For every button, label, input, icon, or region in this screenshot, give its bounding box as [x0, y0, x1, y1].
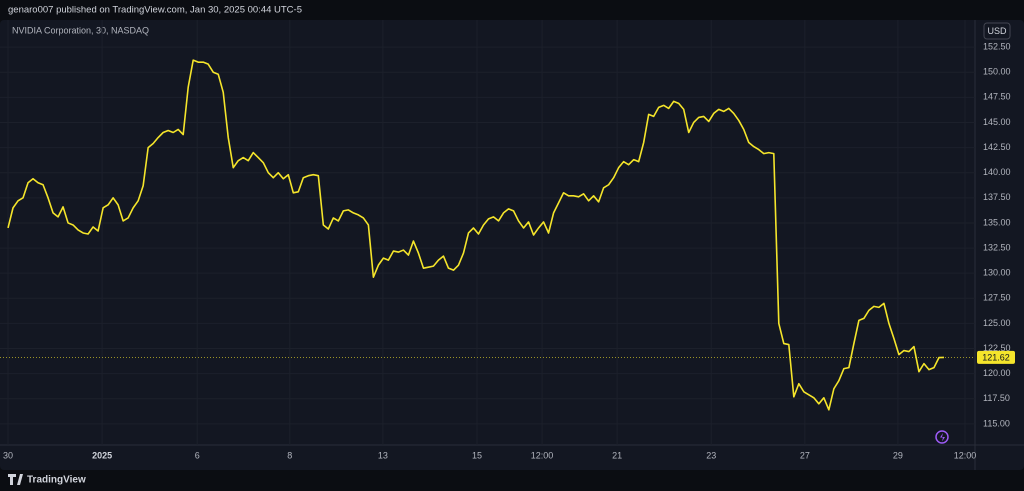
y-tick-label: 135.00 [983, 217, 1011, 227]
y-tick-label: 125.00 [983, 318, 1011, 328]
y-tick-label: 140.00 [983, 167, 1011, 177]
y-tick-label: 132.50 [983, 242, 1011, 252]
y-tick-label: 115.00 [983, 418, 1010, 428]
y-tick-label: 117.50 [983, 393, 1010, 403]
x-tick-label: 15 [472, 450, 482, 460]
brand-name: TradingView [27, 475, 86, 486]
y-tick-label: 145.00 [983, 117, 1011, 127]
x-tick-label: 21 [612, 450, 622, 460]
y-tick-label: 137.50 [983, 192, 1011, 202]
chart-title: NVIDIA Corporation, 30, NASDAQ [12, 25, 149, 35]
y-tick-label: 142.50 [983, 142, 1011, 152]
x-tick-label: 6 [195, 450, 200, 460]
x-tick-label: 13 [378, 450, 388, 460]
y-tick-label: 150.00 [983, 67, 1011, 77]
y-tick-label: 147.50 [983, 92, 1011, 102]
x-tick-label: 12:00 [531, 450, 554, 460]
last-price-label: 121.62 [982, 352, 1010, 362]
price-line [7, 59, 945, 411]
currency-button[interactable] [983, 22, 1011, 40]
x-tick-label: 29 [893, 450, 903, 460]
x-tick-label: 27 [800, 450, 810, 460]
brand-logo [8, 474, 23, 485]
x-tick-label: 8 [287, 450, 292, 460]
y-tick-label: 127.50 [983, 293, 1011, 303]
alert-icon[interactable] [935, 430, 949, 444]
x-tick-label: 30 [3, 450, 13, 460]
publish-note: genaro007 published on TradingView.com, … [8, 5, 302, 16]
y-tick-label: 152.50 [983, 41, 1011, 51]
x-tick-label: 12:00 [954, 450, 977, 460]
chart-panel [0, 20, 1024, 470]
alert-bolt [940, 433, 945, 442]
y-tick-label: 130.00 [983, 268, 1011, 278]
x-tick-label: 23 [706, 450, 716, 460]
y-tick-label: 120.00 [983, 368, 1011, 378]
last-price-badge [977, 350, 1015, 364]
y-tick-label: 122.50 [983, 343, 1011, 353]
x-tick-label: 2025 [92, 450, 112, 460]
currency-label: USD [987, 26, 1007, 36]
